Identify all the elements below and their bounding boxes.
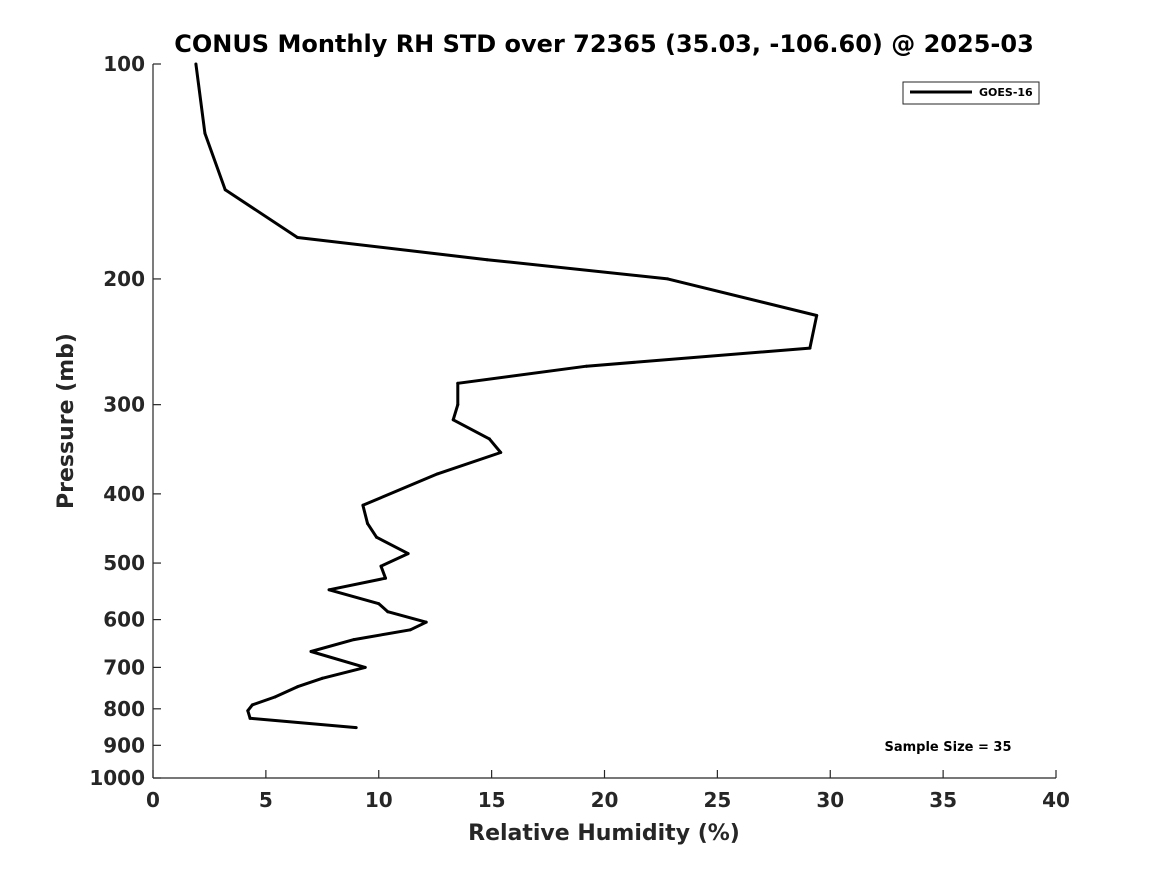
- data-point-goes-16: [273, 695, 277, 699]
- y-tick-label: 400: [103, 482, 145, 506]
- series-line-goes-16: [194, 63, 819, 730]
- data-point-goes-16: [295, 685, 299, 689]
- data-point-goes-16: [374, 535, 378, 539]
- data-point-goes-16: [584, 364, 588, 368]
- data-point-goes-16: [246, 709, 250, 713]
- y-tick-label: 100: [103, 52, 145, 76]
- data-point-goes-16: [815, 313, 819, 317]
- data-point-goes-16: [456, 403, 460, 407]
- plot-area: 0 5 10 15 20 25 30 35 40 100 200 300 400 500 600 700 80…: [89, 52, 1070, 812]
- y-tick-label: 700: [103, 655, 145, 679]
- data-point-goes-16: [250, 703, 254, 707]
- data-point-goes-16: [499, 450, 503, 454]
- data-point-goes-16: [248, 716, 252, 720]
- data-point-goes-16: [424, 620, 428, 624]
- data-point-goes-16: [203, 131, 207, 135]
- x-tick-label: 5: [259, 788, 273, 812]
- x-tick-label: 0: [146, 788, 160, 812]
- series-group: [194, 62, 819, 730]
- data-point-goes-16: [295, 236, 299, 240]
- sample-size-annotation: Sample Size = 35: [884, 740, 1011, 755]
- data-point-goes-16: [363, 665, 367, 669]
- data-point-goes-16: [354, 726, 358, 730]
- legend: GOES-16: [902, 81, 1040, 105]
- y-tick-label: 200: [103, 267, 145, 291]
- data-point-goes-16: [320, 676, 324, 680]
- data-point-goes-16: [352, 638, 356, 642]
- data-point-goes-16: [406, 552, 410, 556]
- x-tick-label: 25: [703, 788, 731, 812]
- data-point-goes-16: [309, 649, 313, 653]
- chart-title: CONUS Monthly RH STD over 72365 (35.03, …: [174, 30, 1034, 58]
- data-point-goes-16: [408, 628, 412, 632]
- data-point-goes-16: [365, 521, 369, 525]
- x-tick-label: 30: [816, 788, 844, 812]
- data-point-goes-16: [808, 346, 812, 350]
- x-tick-label: 35: [929, 788, 957, 812]
- data-point-goes-16: [223, 188, 227, 192]
- y-tick-label: 300: [103, 393, 145, 417]
- x-axis-ticks: 0 5 10 15 20 25 30 35 40: [146, 770, 1070, 812]
- data-point-goes-16: [456, 381, 460, 385]
- data-point-goes-16: [379, 564, 383, 568]
- y-axis-title: Pressure (mb): [54, 333, 79, 509]
- data-point-goes-16: [384, 576, 388, 580]
- x-tick-label: 40: [1042, 788, 1070, 812]
- data-point-goes-16: [194, 62, 198, 66]
- data-point-goes-16: [386, 610, 390, 614]
- data-point-goes-16: [361, 503, 365, 507]
- data-point-goes-16: [451, 418, 455, 422]
- data-point-goes-16: [435, 472, 439, 476]
- data-point-goes-16: [487, 437, 491, 441]
- y-axis-ticks: 100 200 300 400 500 600 700 800 900 1000: [89, 52, 161, 790]
- y-tick-label: 1000: [89, 766, 145, 790]
- data-point-goes-16: [485, 258, 489, 262]
- x-tick-label: 15: [478, 788, 506, 812]
- data-point-goes-16: [327, 588, 331, 592]
- y-tick-label: 800: [103, 697, 145, 721]
- data-point-goes-16: [377, 602, 381, 606]
- y-tick-label: 900: [103, 733, 145, 757]
- data-point-goes-16: [666, 277, 670, 281]
- x-axis-title: Relative Humidity (%): [468, 821, 740, 846]
- y-tick-label: 600: [103, 608, 145, 632]
- x-tick-label: 10: [365, 788, 393, 812]
- legend-label-goes-16: GOES-16: [979, 86, 1033, 99]
- y-tick-label: 500: [103, 551, 145, 575]
- x-tick-label: 20: [591, 788, 619, 812]
